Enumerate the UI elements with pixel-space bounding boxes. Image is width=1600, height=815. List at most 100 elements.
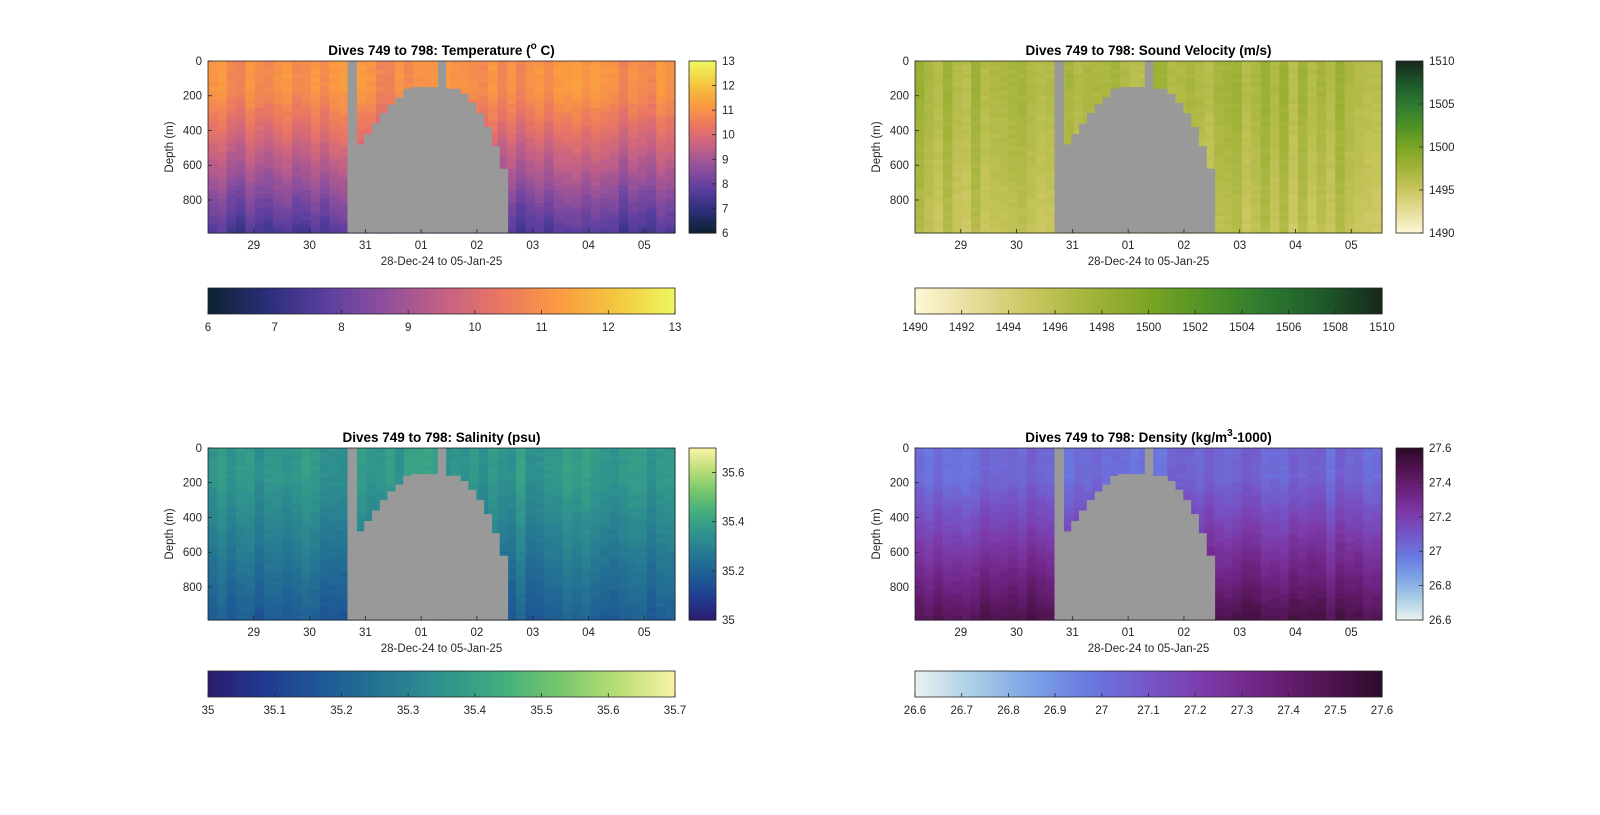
heatmap-cell (1269, 190, 1280, 195)
heatmap-cell (245, 159, 256, 165)
heatmap-cell (1279, 108, 1290, 114)
colorbar-swatch (1070, 288, 1076, 314)
heatmap-cell (264, 207, 274, 213)
heatmap-cell (1213, 202, 1224, 208)
heatmap-cell (1344, 224, 1355, 230)
heatmap-cell (217, 211, 228, 217)
heatmap-cell (301, 164, 312, 170)
heatmap-cell (516, 168, 527, 174)
heatmap-cell (562, 108, 573, 114)
heatmap-cell (236, 589, 246, 595)
nodata-block (411, 87, 439, 233)
y-axis-label: Depth (m) (871, 121, 883, 172)
heatmap-cell (656, 138, 667, 144)
heatmap-cell (1027, 134, 1038, 139)
heatmap-cell (924, 142, 935, 148)
heatmap-cell (1064, 95, 1075, 101)
heatmap-cell (1167, 65, 1178, 71)
colorbar-swatch (1331, 288, 1336, 314)
heatmap-cell (646, 194, 657, 200)
heatmap-cell (441, 65, 452, 71)
heatmap-cell (1241, 228, 1252, 234)
colorbar-swatch (689, 187, 716, 191)
heatmap-cell (1045, 65, 1056, 71)
heatmap-cell (208, 568, 218, 574)
heatmap-cell (665, 198, 676, 204)
heatmap-cell (1260, 172, 1271, 178)
heatmap-cell (637, 69, 648, 75)
heatmap-cell (282, 482, 293, 488)
heatmap-cell (1288, 151, 1299, 157)
heatmap-cell (600, 112, 611, 118)
heatmap-cell (534, 172, 545, 178)
heatmap-cell (1269, 224, 1280, 230)
heatmap-cell (1017, 142, 1028, 148)
colorbar-swatch (453, 288, 458, 314)
heatmap-cell (208, 99, 218, 105)
heatmap-cell (254, 215, 265, 221)
heatmap-cell (1008, 190, 1019, 195)
heatmap-cell (1232, 86, 1243, 92)
heatmap-cell (999, 65, 1009, 71)
heatmap-cell (236, 129, 246, 135)
heatmap-cell (1185, 95, 1196, 101)
heatmap-cell (366, 78, 377, 84)
heatmap-cell (1223, 151, 1234, 157)
heatmap-cell (1017, 73, 1028, 79)
heatmap-cell (264, 577, 274, 582)
heatmap-cell (1223, 147, 1234, 152)
heatmap-cell (1335, 147, 1346, 152)
heatmap-cell (226, 559, 237, 565)
heatmap-cell (254, 190, 265, 195)
heatmap-cell (226, 508, 237, 514)
heatmap-cell (525, 108, 536, 114)
heatmap-cell (273, 482, 284, 488)
heatmap-cell (1288, 121, 1299, 127)
heatmap-cell (1363, 116, 1374, 122)
heatmap-cell (1223, 125, 1234, 131)
heatmap-cell (329, 65, 340, 71)
heatmap-cell (915, 99, 925, 105)
heatmap-cell (646, 172, 657, 178)
heatmap-cell (933, 129, 944, 135)
heatmap-cell (282, 564, 293, 569)
heatmap-cell (924, 198, 935, 204)
heatmap-cell (1232, 211, 1243, 217)
heatmap-cell (217, 521, 228, 526)
heatmap-cell (273, 499, 284, 505)
heatmap-cell (1335, 73, 1346, 79)
heatmap-cell (273, 215, 284, 221)
heatmap-cell (534, 82, 545, 88)
heatmap-cell (1269, 159, 1280, 165)
colorbar-swatch (398, 288, 404, 314)
colorbar-swatch (1396, 227, 1423, 231)
colorbar-swatch (1238, 288, 1243, 314)
heatmap-cell (1045, 95, 1056, 101)
heatmap-cell (1353, 211, 1364, 217)
heatmap-cell (488, 91, 499, 96)
heatmap-cell (338, 198, 349, 204)
heatmap-cell (329, 147, 340, 152)
heatmap-cell (1167, 78, 1178, 84)
heatmap-cell (1064, 138, 1075, 144)
heatmap-cell (264, 147, 274, 152)
heatmap-cell (1008, 215, 1019, 221)
heatmap-cell (1036, 215, 1047, 221)
heatmap-cell (469, 95, 480, 101)
heatmap-cell (1316, 177, 1327, 182)
heatmap-cell (1157, 73, 1168, 79)
heatmap-cell (236, 61, 246, 66)
heatmap-cell (628, 147, 639, 152)
heatmap-cell (282, 568, 293, 574)
heatmap-cell (646, 91, 657, 96)
heatmap-cell (329, 138, 340, 144)
heatmap-cell (980, 129, 991, 135)
heatmap-cell (366, 61, 377, 66)
heatmap-cell (282, 559, 293, 565)
heatmap-cell (637, 112, 648, 118)
heatmap-cell (301, 456, 312, 462)
colorbar-swatch (689, 178, 716, 182)
heatmap-cell (656, 159, 667, 165)
heatmap-cell (544, 69, 555, 75)
